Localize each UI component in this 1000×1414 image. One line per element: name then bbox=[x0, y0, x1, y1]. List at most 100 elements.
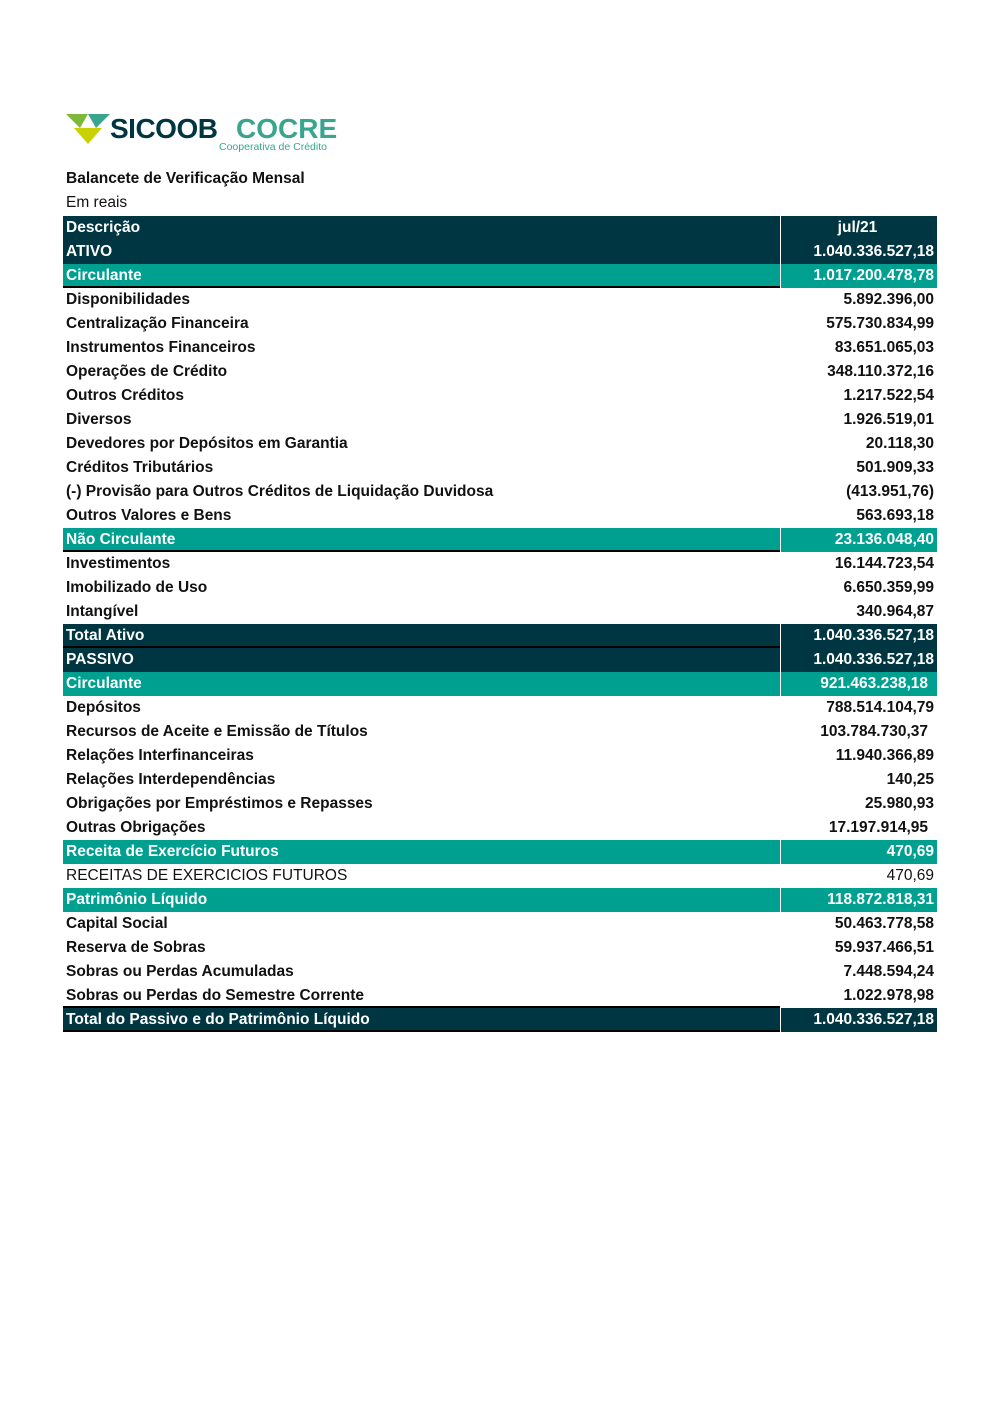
row-value: 83.651.065,03 bbox=[834, 339, 934, 356]
row-value: 1.017.200.478,78 bbox=[780, 264, 937, 288]
row-label: Total do Passivo e do Patrimônio Líquido bbox=[63, 1008, 780, 1032]
row-value: 7.448.594,24 bbox=[843, 963, 934, 980]
row-label: Total Ativo bbox=[63, 624, 780, 648]
table-row: PASSIVO 1.040.336.527,18 bbox=[63, 648, 937, 672]
row-label: Imobilizado de Uso bbox=[66, 579, 208, 596]
row-label: Recursos de Aceite e Emissão de Títulos bbox=[66, 723, 368, 740]
row-value: 501.909,33 bbox=[856, 459, 934, 476]
row-value: 17.197.914,95 bbox=[828, 819, 928, 836]
table-row: Investimentos 16.144.723,54 bbox=[63, 552, 937, 576]
balance-table: Descrição jul/21 ATIVO 1.040.336.527,18 Ci… bbox=[63, 216, 937, 1032]
row-label: Créditos Tributários bbox=[66, 459, 214, 476]
table-row: Capital Social 50.463.778,58 bbox=[63, 912, 937, 936]
table-row: Circulante 1.017.200.478,78 bbox=[63, 264, 937, 288]
row-value: 470,69 bbox=[886, 867, 934, 884]
row-value: 1.040.336.527,18 bbox=[780, 240, 937, 264]
table-row: RECEITAS DE EXERCICIOS FUTUROS 470,69 bbox=[63, 864, 937, 888]
table-row: Intangível 340.964,87 bbox=[63, 600, 937, 624]
row-value: 1.040.336.527,18 bbox=[780, 1008, 937, 1032]
row-value: 118.872.818,31 bbox=[780, 888, 937, 912]
row-label: Investimentos bbox=[66, 555, 171, 572]
row-value: 6.650.359,99 bbox=[843, 579, 934, 596]
table-row: Reserva de Sobras 59.937.466,51 bbox=[63, 936, 937, 960]
row-label: Outros Créditos bbox=[66, 387, 184, 404]
row-label: Sobras ou Perdas do Semestre Corrente bbox=[63, 984, 780, 1008]
row-value: 1.926.519,01 bbox=[843, 411, 934, 428]
table-row: Imobilizado de Uso 6.650.359,99 bbox=[63, 576, 937, 600]
table-row: Outras Obrigações 17.197.914,95 bbox=[63, 816, 937, 840]
row-label: PASSIVO bbox=[66, 651, 134, 668]
row-value: 59.937.466,51 bbox=[834, 939, 934, 956]
currency-note: Em reais bbox=[66, 194, 128, 211]
row-value: 5.892.396,00 bbox=[843, 291, 934, 308]
row-label: Sobras ou Perdas Acumuladas bbox=[66, 963, 294, 980]
row-value: 340.964,87 bbox=[856, 603, 934, 620]
row-label: Centralização Financeira bbox=[66, 315, 249, 332]
row-label: Diversos bbox=[66, 411, 132, 428]
table-row: Centralização Financeira 575.730.834,99 bbox=[63, 312, 937, 336]
table-row: Patrimônio Líquido 118.872.818,31 bbox=[63, 888, 937, 912]
sicoob-cocre-logo: SICOOB COCRE Cooperativa de Crédito bbox=[66, 113, 337, 153]
row-value: 788.514.104,79 bbox=[826, 699, 934, 716]
table-row: Total Ativo 1.040.336.527,18 bbox=[63, 624, 937, 648]
table-row: Sobras ou Perdas Acumuladas 7.448.594,24 bbox=[63, 960, 937, 984]
table-row: (-) Provisão para Outros Créditos de Liq… bbox=[63, 480, 937, 504]
table-row: Operações de Crédito 348.110.372,16 bbox=[63, 360, 937, 384]
row-value: 1.040.336.527,18 bbox=[780, 648, 937, 672]
row-label: Intangível bbox=[66, 603, 139, 620]
row-label: ATIVO bbox=[66, 243, 113, 260]
row-label: Depósitos bbox=[66, 699, 141, 716]
svg-text:COCRE: COCRE bbox=[236, 113, 337, 144]
table-row: Circulante 921.463.238,18 bbox=[63, 672, 937, 696]
row-value: 11.940.366,89 bbox=[835, 747, 934, 764]
row-label: Capital Social bbox=[66, 915, 168, 932]
row-label: Operações de Crédito bbox=[66, 363, 228, 380]
table-row: Receita de Exercício Futuros 470,69 bbox=[63, 840, 937, 864]
table-row: Relações Interfinanceiras 11.940.366,89 bbox=[63, 744, 937, 768]
row-value: 25.980,93 bbox=[865, 795, 934, 812]
svg-text:Cooperativa de Crédito: Cooperativa de Crédito bbox=[219, 141, 327, 153]
row-label: Não Circulante bbox=[63, 528, 780, 552]
document-title: Balancete de Verificação Mensal bbox=[66, 170, 305, 187]
row-value: 921.463.238,18 bbox=[780, 672, 937, 696]
table-row: Diversos 1.926.519,01 bbox=[63, 408, 937, 432]
row-value: 50.463.778,58 bbox=[834, 915, 934, 932]
table-row: Recursos de Aceite e Emissão de Títulos 1… bbox=[63, 720, 937, 744]
table-row: ATIVO 1.040.336.527,18 bbox=[63, 240, 937, 264]
row-label: Outras Obrigações bbox=[66, 819, 206, 836]
row-value: (413.951,76) bbox=[846, 483, 934, 500]
row-label: Outros Valores e Bens bbox=[66, 507, 232, 524]
row-value: 1.022.978,98 bbox=[843, 987, 934, 1004]
row-value: 16.144.723,54 bbox=[834, 555, 934, 572]
row-label: Circulante bbox=[66, 675, 142, 692]
table-row: Outros Créditos 1.217.522,54 bbox=[63, 384, 937, 408]
table-row: Obrigações por Empréstimos e Repasses 25.… bbox=[63, 792, 937, 816]
row-value: 1.217.522,54 bbox=[843, 387, 934, 404]
row-label: Receita de Exercício Futuros bbox=[66, 843, 279, 860]
row-label: Obrigações por Empréstimos e Repasses bbox=[66, 795, 373, 812]
table-row: Depósitos 788.514.104,79 bbox=[63, 696, 937, 720]
row-label: Circulante bbox=[63, 264, 780, 288]
row-value: 575.730.834,99 bbox=[826, 315, 934, 332]
svg-text:SICOOB: SICOOB bbox=[110, 113, 217, 144]
table-row: Créditos Tributários 501.909,33 bbox=[63, 456, 937, 480]
row-label: Disponibilidades bbox=[66, 291, 191, 308]
row-label: Devedores por Depósitos em Garantia bbox=[66, 435, 348, 452]
row-value: 348.110.372,16 bbox=[827, 363, 934, 380]
row-value: 470,69 bbox=[780, 840, 937, 864]
table-row: Total do Passivo e do Patrimônio Líquido… bbox=[63, 1008, 937, 1032]
row-value: 1.040.336.527,18 bbox=[780, 624, 937, 648]
row-label: Reserva de Sobras bbox=[66, 939, 206, 956]
row-value: 140,25 bbox=[886, 771, 934, 788]
row-value: 23.136.048,40 bbox=[780, 528, 937, 552]
row-label: Instrumentos Financeiros bbox=[66, 339, 256, 356]
table-header: Descrição jul/21 bbox=[63, 216, 937, 240]
column-header-period: jul/21 bbox=[780, 216, 937, 240]
row-value: 103.784.730,37 bbox=[820, 723, 928, 740]
row-value: 563.693,18 bbox=[856, 507, 934, 524]
row-label: Relações Interdependências bbox=[66, 771, 276, 788]
table-row: Instrumentos Financeiros 83.651.065,03 bbox=[63, 336, 937, 360]
table-row: Sobras ou Perdas do Semestre Corrente 1.0… bbox=[63, 984, 937, 1008]
row-label: Patrimônio Líquido bbox=[66, 891, 208, 908]
table-row: Não Circulante 23.136.048,40 bbox=[63, 528, 937, 552]
